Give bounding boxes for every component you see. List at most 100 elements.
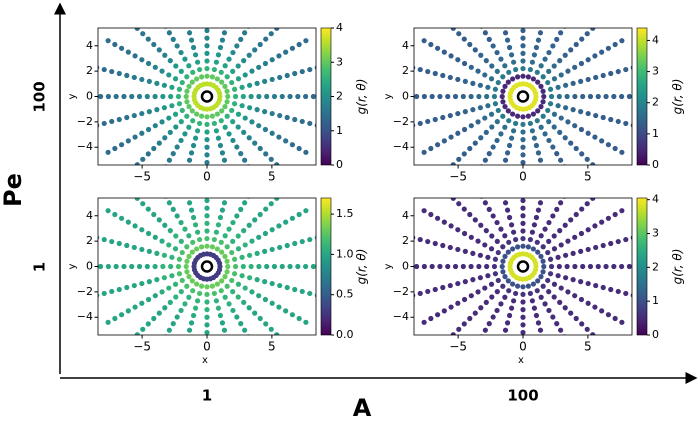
data-point — [626, 263, 632, 270]
data-point — [274, 28, 280, 31]
data-point — [261, 167, 266, 172]
data-point — [577, 167, 582, 172]
data-point — [219, 249, 225, 255]
data-point — [252, 47, 258, 53]
data-point — [176, 256, 183, 262]
data-point — [204, 284, 210, 290]
data-point — [249, 119, 255, 125]
data-point — [441, 138, 447, 144]
data-point — [204, 152, 210, 158]
data-point — [578, 60, 585, 67]
row-label: Pe — [0, 173, 27, 207]
data-point — [188, 207, 195, 213]
data-point — [525, 244, 531, 250]
data-point — [151, 41, 157, 48]
data-point — [558, 242, 564, 248]
data-point — [472, 310, 478, 316]
data-point — [538, 83, 544, 89]
data-point — [587, 93, 594, 100]
data-point — [585, 227, 591, 233]
colorbar — [320, 197, 332, 336]
data-point — [147, 361, 152, 366]
data-point — [495, 107, 501, 114]
data-point — [241, 58, 247, 64]
data-point — [254, 107, 260, 113]
data-point — [492, 256, 499, 262]
data-point — [184, 269, 190, 275]
data-point — [490, 314, 496, 320]
data-point — [537, 200, 544, 206]
data-point — [134, 162, 140, 165]
data-point — [204, 205, 210, 211]
data-point — [261, 0, 266, 2]
data-point — [520, 43, 526, 49]
colorbar-label: g(r, θ) — [355, 249, 369, 285]
data-point — [156, 217, 162, 223]
data-point — [520, 299, 526, 305]
data-point — [585, 76, 591, 83]
data-point — [494, 219, 500, 226]
data-point — [170, 36, 176, 42]
data-point — [124, 72, 130, 79]
data-point — [440, 15, 445, 20]
data-point — [529, 229, 536, 235]
data-point — [262, 248, 268, 254]
data-point — [303, 319, 309, 325]
data-point — [546, 137, 552, 144]
data-point — [593, 282, 599, 289]
data-point — [263, 206, 269, 212]
colorbar — [636, 27, 648, 166]
data-point — [533, 44, 540, 51]
data-point — [258, 354, 263, 359]
data-point — [593, 244, 599, 251]
data-point — [139, 130, 145, 136]
data-point — [263, 321, 269, 327]
data-point — [573, 41, 579, 48]
data-point — [295, 263, 301, 270]
data-point — [445, 263, 451, 270]
data-point — [187, 198, 188, 199]
data-point — [204, 299, 210, 305]
data-point — [296, 211, 302, 218]
data-point — [529, 298, 536, 304]
x-tick-label: −5 — [133, 340, 151, 354]
plot-area — [414, 5, 632, 207]
data-point — [152, 93, 158, 100]
data-point — [186, 83, 192, 89]
data-point — [486, 206, 492, 212]
data-point — [548, 364, 553, 369]
data-point — [254, 180, 259, 185]
data-point — [152, 123, 158, 129]
data-point — [448, 223, 454, 229]
data-point — [235, 124, 241, 130]
data-point — [630, 293, 632, 298]
data-point — [256, 93, 262, 100]
data-point — [529, 128, 536, 134]
data-point — [601, 15, 606, 20]
data-point — [520, 5, 525, 10]
data-point — [204, 137, 210, 143]
data-point — [277, 244, 283, 251]
data-point — [280, 337, 285, 342]
data-point — [491, 202, 496, 207]
data-point — [492, 101, 499, 107]
data-point — [599, 138, 605, 144]
data-point — [186, 157, 193, 163]
data-point — [221, 200, 228, 206]
data-point — [432, 70, 438, 77]
data-point — [152, 263, 158, 270]
data-point — [468, 293, 474, 299]
data-point — [542, 15, 547, 20]
data-point — [187, 164, 188, 165]
data-point — [577, 191, 582, 196]
data-point — [105, 208, 111, 214]
data-point — [292, 70, 298, 77]
data-point — [187, 334, 188, 335]
data-point — [461, 126, 468, 133]
data-point — [235, 246, 242, 252]
data-point — [124, 343, 129, 348]
data-point — [224, 74, 230, 80]
data-point — [440, 173, 445, 178]
data-point — [502, 63, 508, 69]
data-point — [542, 172, 547, 177]
